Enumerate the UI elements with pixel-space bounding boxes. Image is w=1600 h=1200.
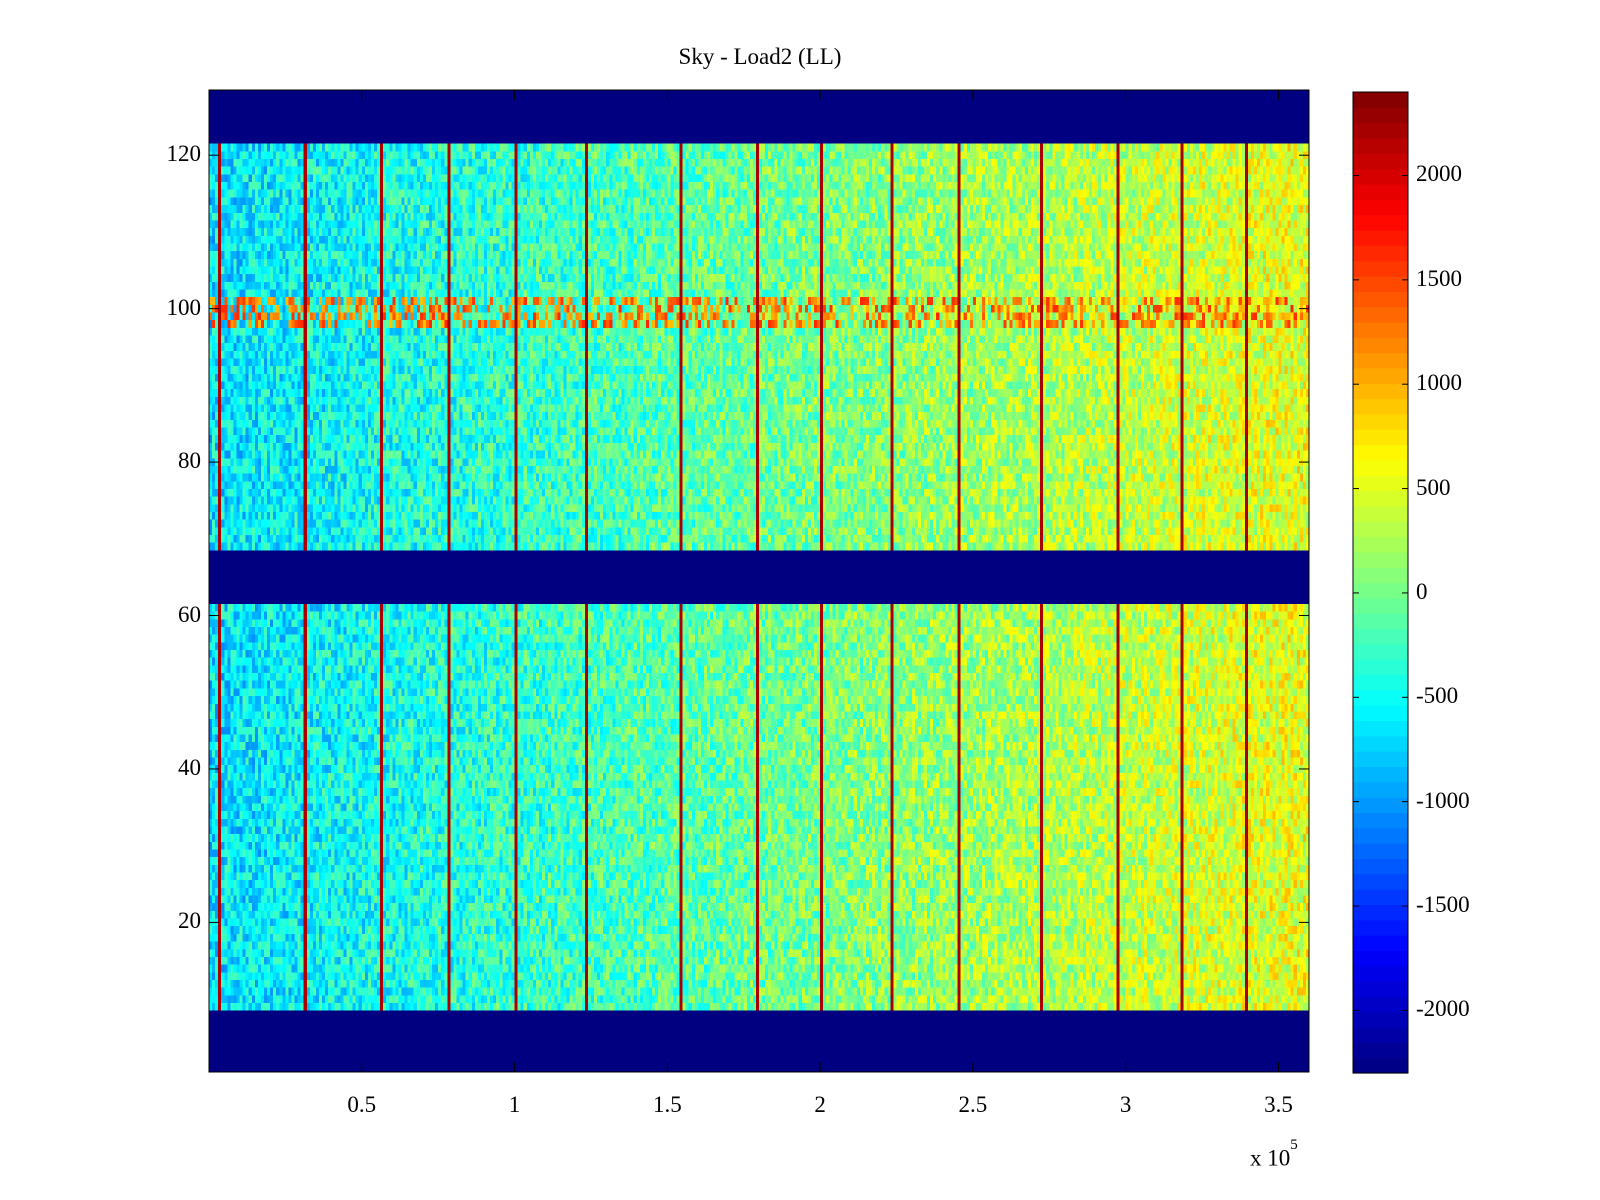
x-axis-multiplier: x 105	[1250, 1137, 1298, 1172]
colorbar-segment	[1353, 1027, 1408, 1043]
colorbar-segment	[1353, 950, 1408, 967]
colorbar-segment	[1353, 965, 1408, 982]
colorbar-segment	[1353, 490, 1408, 507]
colorbar-segment	[1353, 705, 1408, 722]
colorbar-tick-label: 1000	[1416, 370, 1462, 396]
colorbar-segment	[1353, 459, 1408, 476]
x-tick-label: 1	[508, 1092, 521, 1117]
colorbar-segment	[1353, 536, 1408, 553]
colorbar-segment	[1353, 383, 1408, 400]
x-axis	[361, 90, 1279, 1072]
colorbar-segment	[1353, 689, 1408, 706]
colorbar-segment	[1353, 904, 1408, 921]
colorbar-tick-label: -500	[1416, 683, 1459, 709]
colorbar-segment	[1353, 183, 1408, 200]
colorbar-segment	[1353, 275, 1408, 292]
colorbar-tick-label: 2000	[1416, 161, 1462, 187]
colorbar-segment	[1353, 521, 1408, 538]
colorbar-segment	[1353, 996, 1408, 1013]
colorbar-segment	[1353, 337, 1408, 354]
colorbar-segment	[1353, 429, 1408, 446]
x-tick-label: 1.5	[652, 1092, 682, 1117]
y-tick-label: 40	[178, 754, 201, 780]
colorbar-segment	[1353, 919, 1408, 936]
colorbar-segment	[1353, 797, 1408, 814]
x-tick-label: 3.5	[1264, 1092, 1293, 1117]
colorbar-segment	[1353, 567, 1408, 584]
colorbar-segment	[1353, 843, 1408, 860]
colorbar-segment	[1353, 582, 1408, 599]
colorbar-segment	[1353, 628, 1408, 645]
heatmap-image	[209, 90, 1309, 1072]
colorbar-segment	[1353, 229, 1408, 246]
colorbar-segment	[1353, 352, 1408, 369]
colorbar-segment	[1353, 475, 1408, 492]
colorbar-segment	[1353, 643, 1408, 660]
x-tick-label: 2.5	[958, 1092, 988, 1117]
colorbar-segment	[1353, 260, 1408, 277]
colorbar-segment	[1353, 444, 1408, 461]
colorbar-segment	[1353, 505, 1408, 522]
colorbar-segment	[1353, 153, 1408, 170]
colorbar-segment	[1353, 766, 1408, 783]
colorbar-segment	[1353, 1042, 1408, 1059]
colorbar-segment	[1353, 367, 1408, 384]
colorbar	[1352, 91, 1409, 1074]
colorbar-segment	[1353, 1057, 1408, 1074]
x-tick-label: 3	[1119, 1092, 1132, 1117]
colorbar-segment	[1353, 214, 1408, 231]
colorbar-segment	[1353, 858, 1408, 875]
colorbar-frame	[1352, 91, 1409, 1074]
colorbar-tick-label: -2000	[1416, 996, 1470, 1022]
x-axis-multiplier-base: x 10	[1250, 1145, 1291, 1171]
colorbar-segment	[1353, 413, 1408, 430]
colorbar-segment	[1353, 659, 1408, 676]
colorbar-segment	[1353, 981, 1408, 997]
colorbar-tick-label: 0	[1416, 578, 1428, 604]
colorbar-segment	[1353, 613, 1408, 630]
colorbar-segment	[1353, 781, 1408, 798]
colorbar-segment	[1353, 889, 1408, 905]
colorbar-segment	[1353, 306, 1408, 323]
colorbar-segment	[1353, 827, 1408, 844]
colorbar-segment	[1353, 122, 1408, 139]
colorbar-segment	[1353, 551, 1408, 568]
colorbar-segment	[1353, 935, 1408, 951]
colorbar-segment	[1353, 168, 1408, 185]
heatmap	[209, 90, 1309, 1072]
colorbar-segment	[1353, 597, 1408, 614]
colorbar-segment	[1353, 199, 1408, 216]
colorbar-tick-label: 1500	[1416, 265, 1462, 291]
x-axis-multiplier-exponent: 5	[1290, 1137, 1298, 1153]
colorbar-tick-label: 500	[1416, 474, 1451, 500]
colorbar-segment	[1353, 735, 1408, 752]
colorbar-segment	[1353, 873, 1408, 890]
colorbar-segment	[1353, 107, 1408, 124]
colorbar-segment	[1353, 291, 1408, 308]
colorbar-segment	[1353, 137, 1408, 154]
axes-frame	[208, 89, 1310, 1073]
y-tick-label: 20	[178, 908, 201, 934]
y-axis	[209, 154, 1309, 923]
y-tick-label: 100	[166, 294, 202, 320]
y-tick-label: 120	[166, 141, 202, 167]
x-tick-label: 2	[814, 1092, 826, 1117]
colorbar-tick-label: -1000	[1416, 787, 1470, 813]
colorbar-segment	[1353, 398, 1408, 415]
colorbar-segment	[1353, 321, 1408, 338]
colorbar-segment	[1353, 674, 1408, 691]
colorbar-segment	[1353, 1011, 1408, 1028]
colorbar-segment	[1353, 812, 1408, 829]
colorbar-segment	[1353, 92, 1408, 108]
chart-title: Sky - Load2 (LL)	[678, 44, 842, 69]
colorbar-segment	[1353, 720, 1408, 737]
y-tick-label: 60	[178, 601, 201, 627]
colorbar-tick-label: -1500	[1416, 892, 1470, 918]
x-tick-label: 0.5	[347, 1092, 377, 1117]
colorbar-segment	[1353, 245, 1408, 262]
y-tick-label: 80	[178, 448, 201, 474]
colorbar-segment	[1353, 751, 1408, 768]
